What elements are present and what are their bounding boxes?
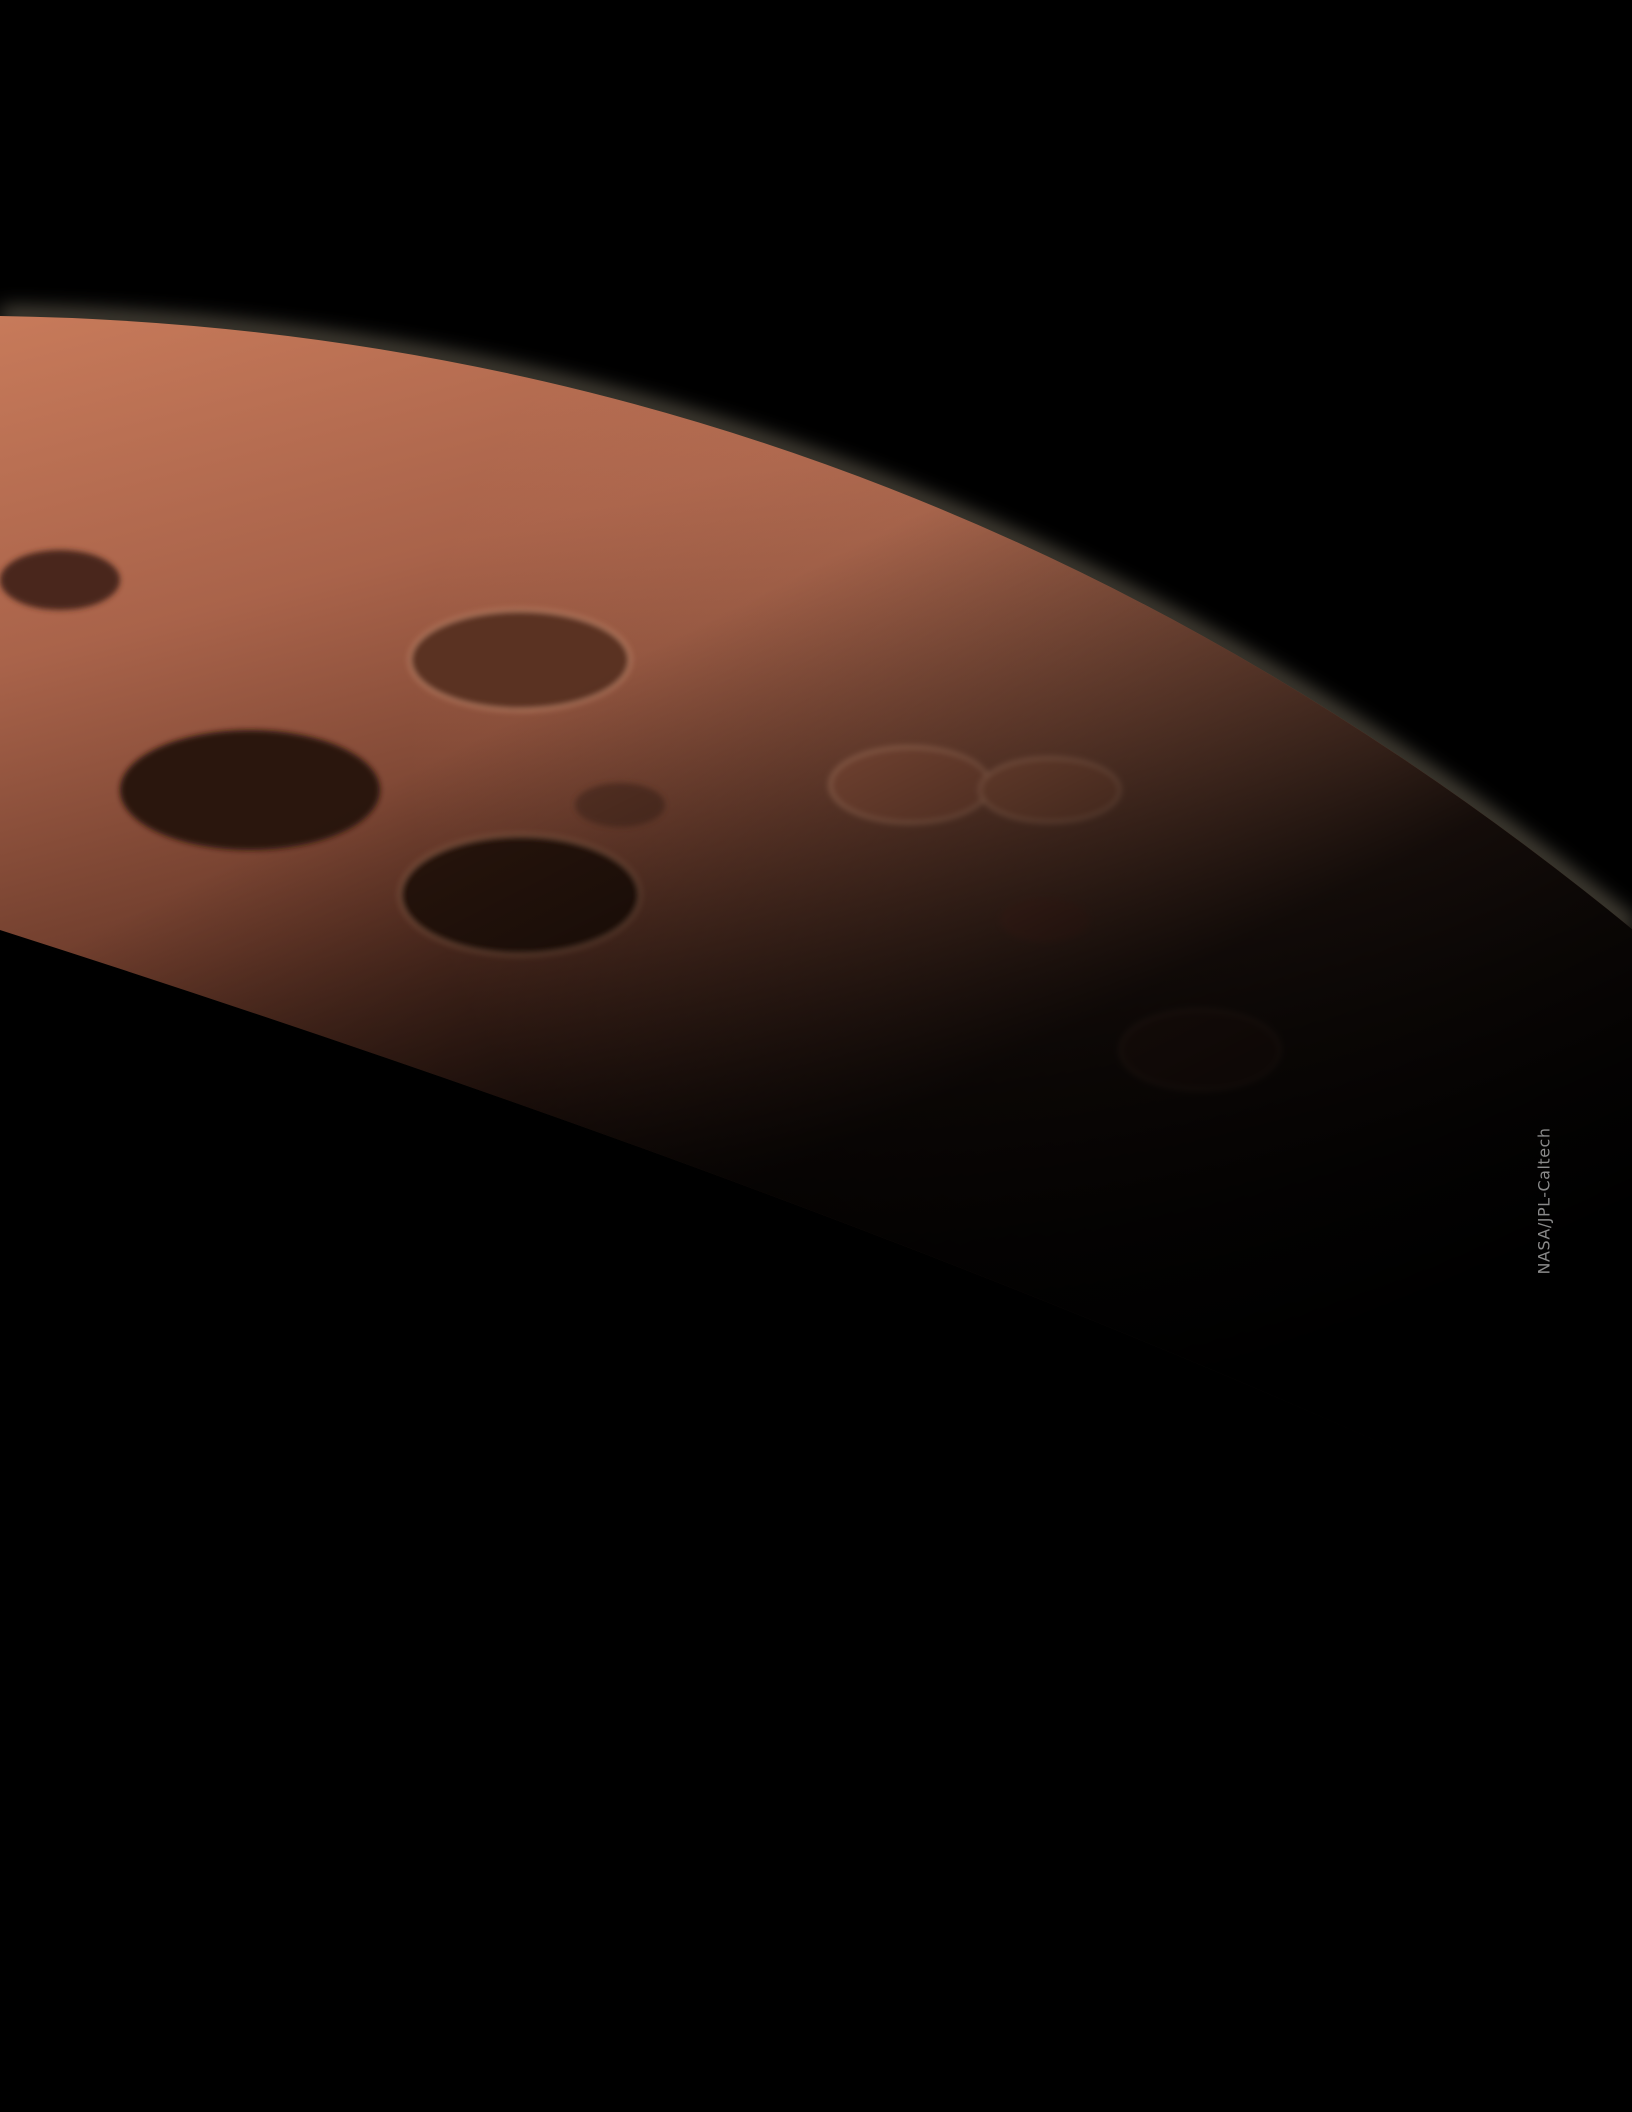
night-shadow	[0, 316, 1632, 1560]
photo-credit: NASA/JPL-Caltech	[1535, 1128, 1554, 1275]
